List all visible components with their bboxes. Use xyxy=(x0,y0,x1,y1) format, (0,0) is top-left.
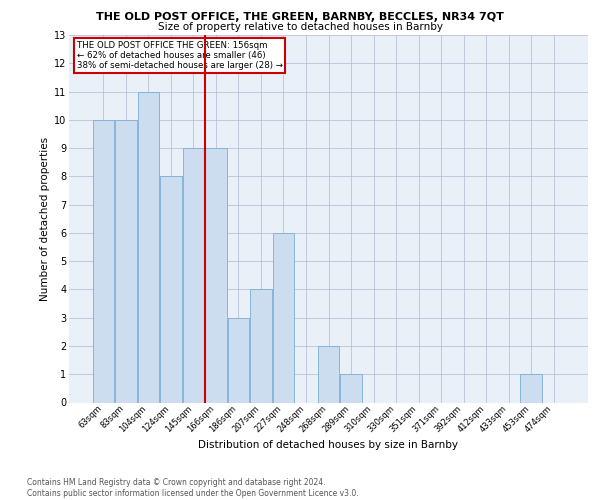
Bar xyxy=(520,374,542,402)
Text: THE OLD POST OFFICE, THE GREEN, BARNBY, BECCLES, NR34 7QT: THE OLD POST OFFICE, THE GREEN, BARNBY, … xyxy=(96,12,504,22)
Bar xyxy=(182,148,204,403)
Text: THE OLD POST OFFICE THE GREEN: 156sqm
← 62% of detached houses are smaller (46)
: THE OLD POST OFFICE THE GREEN: 156sqm ← … xyxy=(77,40,283,70)
Bar xyxy=(340,374,362,402)
Bar xyxy=(205,148,227,403)
X-axis label: Distribution of detached houses by size in Barnby: Distribution of detached houses by size … xyxy=(199,440,458,450)
Y-axis label: Number of detached properties: Number of detached properties xyxy=(40,136,50,301)
Bar xyxy=(115,120,137,403)
Bar xyxy=(250,290,272,403)
Bar xyxy=(318,346,339,403)
Text: Contains HM Land Registry data © Crown copyright and database right 2024.
Contai: Contains HM Land Registry data © Crown c… xyxy=(27,478,359,498)
Text: Size of property relative to detached houses in Barnby: Size of property relative to detached ho… xyxy=(157,22,443,32)
Bar xyxy=(137,92,159,403)
Bar xyxy=(228,318,249,402)
Bar xyxy=(273,233,294,402)
Bar xyxy=(160,176,182,402)
Bar xyxy=(92,120,114,403)
